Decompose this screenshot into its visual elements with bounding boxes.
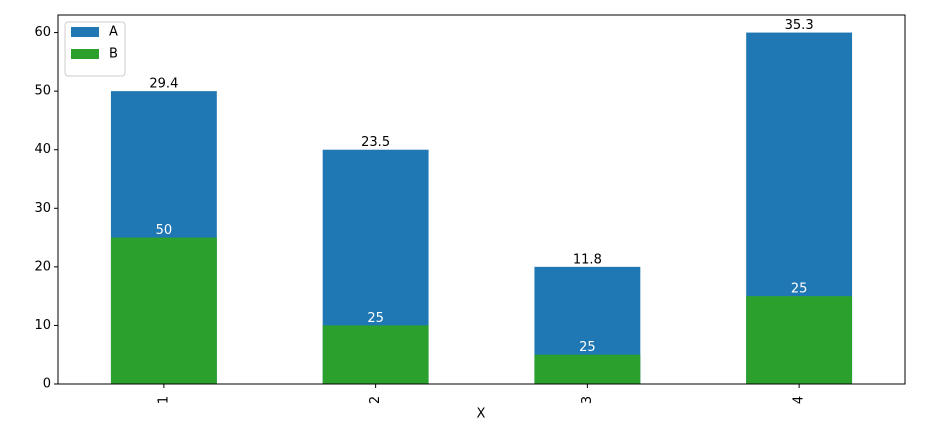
bar-label: 25 [791,282,808,297]
y-tick-label: 20 [34,259,51,274]
bar [746,296,853,384]
x-tick-label: 1 [156,396,171,404]
bar-label: 35.3 [785,18,814,33]
bar [534,354,641,384]
y-tick-label: 40 [34,142,51,157]
bar-label: 29.4 [149,77,178,92]
y-tick-label: 0 [43,377,51,392]
bar-label: 25 [367,311,384,326]
bar-label: 11.8 [573,252,602,267]
x-tick-label: 2 [368,396,383,404]
y-tick-label: 30 [34,201,51,216]
bar-label: 25 [579,340,596,355]
bar-label: 50 [156,223,173,238]
bar [322,325,429,384]
bar-label: 23.5 [361,135,390,150]
legend-label: A [109,25,118,40]
legend-swatch [71,49,99,59]
legend-swatch [71,27,99,37]
y-tick-label: 10 [34,318,51,333]
legend-label: B [109,47,118,62]
x-axis-label: X [477,407,486,422]
x-tick-label: 4 [792,396,807,404]
bar [110,237,217,384]
plot-frame [57,14,906,385]
y-tick-label: 50 [34,84,51,99]
y-tick-label: 60 [34,25,51,40]
x-tick-label: 3 [580,396,595,404]
